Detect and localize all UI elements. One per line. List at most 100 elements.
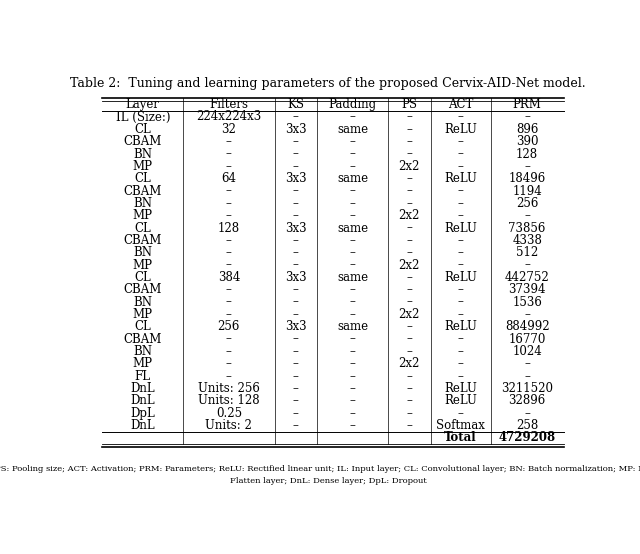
Text: 73856: 73856 — [508, 222, 546, 234]
Text: 512: 512 — [516, 246, 538, 259]
Text: –: – — [349, 197, 355, 210]
Text: –: – — [349, 110, 355, 124]
Text: –: – — [226, 147, 232, 161]
Text: –: – — [349, 419, 355, 432]
Text: 384: 384 — [218, 271, 240, 284]
Text: MP: MP — [132, 308, 153, 321]
Text: KS: Kernel size; PS: Pooling size; ACT: Activation; PRM: Parameters; ReLU: Recti: KS: Kernel size; PS: Pooling size; ACT: … — [0, 465, 640, 473]
Text: –: – — [406, 394, 412, 407]
Text: –: – — [458, 160, 463, 173]
Text: DnL: DnL — [131, 394, 155, 407]
Text: Table 2:  Tuning and learning parameters of the proposed Cervix-AID-Net model.: Table 2: Tuning and learning parameters … — [70, 77, 586, 90]
Text: CL: CL — [134, 172, 151, 185]
Text: 1536: 1536 — [512, 296, 542, 309]
Text: same: same — [337, 123, 368, 136]
Text: –: – — [524, 259, 530, 271]
Text: –: – — [406, 147, 412, 161]
Text: –: – — [458, 135, 463, 148]
Text: BN: BN — [133, 246, 152, 259]
Text: –: – — [349, 283, 355, 296]
Text: –: – — [406, 271, 412, 284]
Text: CL: CL — [134, 320, 151, 334]
Text: DnL: DnL — [131, 382, 155, 395]
Text: 884992: 884992 — [505, 320, 549, 334]
Text: –: – — [293, 160, 299, 173]
Text: ReLU: ReLU — [444, 320, 477, 334]
Text: MP: MP — [132, 259, 153, 271]
Text: –: – — [524, 357, 530, 370]
Text: ReLU: ReLU — [444, 123, 477, 136]
Text: –: – — [349, 246, 355, 259]
Text: –: – — [293, 296, 299, 309]
Text: MP: MP — [132, 160, 153, 173]
Text: DpL: DpL — [131, 407, 155, 419]
Text: ReLU: ReLU — [444, 172, 477, 185]
Text: same: same — [337, 172, 368, 185]
Text: –: – — [293, 394, 299, 407]
Text: Total: Total — [444, 432, 477, 444]
Text: CBAM: CBAM — [124, 184, 162, 198]
Text: –: – — [524, 308, 530, 321]
Text: –: – — [293, 147, 299, 161]
Text: PRM: PRM — [513, 98, 541, 111]
Text: 224x224x3: 224x224x3 — [196, 110, 262, 124]
Text: Layer: Layer — [126, 98, 160, 111]
Text: –: – — [406, 407, 412, 419]
Text: Units: 256: Units: 256 — [198, 382, 260, 395]
Text: –: – — [349, 370, 355, 383]
Text: –: – — [524, 407, 530, 419]
Text: –: – — [293, 184, 299, 198]
Text: Units: 128: Units: 128 — [198, 394, 260, 407]
Text: –: – — [406, 110, 412, 124]
Text: CBAM: CBAM — [124, 135, 162, 148]
Text: –: – — [349, 357, 355, 370]
Text: –: – — [293, 357, 299, 370]
Text: 128: 128 — [516, 147, 538, 161]
Text: CL: CL — [134, 123, 151, 136]
Text: –: – — [226, 283, 232, 296]
Text: –: – — [293, 110, 299, 124]
Text: –: – — [349, 209, 355, 222]
Text: –: – — [406, 123, 412, 136]
Text: –: – — [524, 160, 530, 173]
Text: –: – — [349, 147, 355, 161]
Text: 390: 390 — [516, 135, 538, 148]
Text: –: – — [406, 419, 412, 432]
Text: Flatten layer; DnL: Dense layer; DpL: Dropout: Flatten layer; DnL: Dense layer; DpL: Dr… — [230, 478, 426, 485]
Text: –: – — [226, 197, 232, 210]
Text: –: – — [349, 234, 355, 247]
Text: –: – — [226, 234, 232, 247]
Text: 1194: 1194 — [512, 184, 542, 198]
Text: –: – — [293, 246, 299, 259]
Text: Filters: Filters — [209, 98, 248, 111]
Text: –: – — [349, 382, 355, 395]
Text: 3x3: 3x3 — [285, 271, 307, 284]
Text: –: – — [406, 234, 412, 247]
Text: ReLU: ReLU — [444, 394, 477, 407]
Text: –: – — [406, 184, 412, 198]
Text: –: – — [458, 283, 463, 296]
Text: –: – — [458, 147, 463, 161]
Text: –: – — [226, 160, 232, 173]
Text: –: – — [293, 283, 299, 296]
Text: –: – — [406, 320, 412, 334]
Text: 2x2: 2x2 — [399, 308, 420, 321]
Text: DnL: DnL — [131, 419, 155, 432]
Text: 2x2: 2x2 — [399, 259, 420, 271]
Text: –: – — [349, 135, 355, 148]
Text: 256: 256 — [516, 197, 538, 210]
Text: CBAM: CBAM — [124, 234, 162, 247]
Text: –: – — [406, 197, 412, 210]
Text: –: – — [293, 419, 299, 432]
Text: –: – — [458, 197, 463, 210]
Text: –: – — [406, 135, 412, 148]
Text: –: – — [406, 172, 412, 185]
Text: –: – — [226, 370, 232, 383]
Text: –: – — [349, 184, 355, 198]
Text: 3x3: 3x3 — [285, 172, 307, 185]
Text: 258: 258 — [516, 419, 538, 432]
Text: –: – — [458, 370, 463, 383]
Text: 128: 128 — [218, 222, 240, 234]
Text: 4338: 4338 — [512, 234, 542, 247]
Text: –: – — [458, 332, 463, 346]
